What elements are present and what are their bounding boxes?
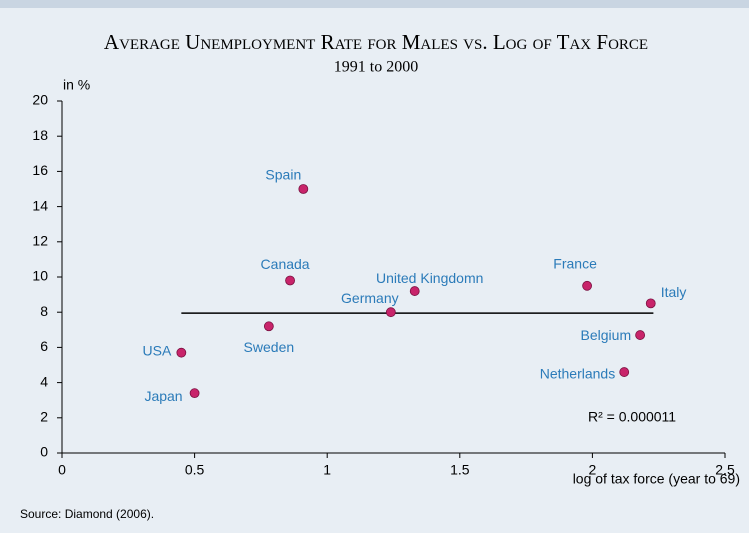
y-axis-label: in % [63,77,90,93]
source: Source: Diamond (2006). [20,507,154,521]
chart-subtitle: 1991 to 2000 [334,59,418,76]
chart-title: Average Unemployment Rate for Males vs. … [104,30,648,54]
annotation: R² = 0.000011 [588,409,676,425]
point [176,347,187,358]
point [582,280,592,291]
y-tick-label: 0 [40,444,48,460]
point [645,298,656,309]
x-tick-label: 0.5 [185,462,205,478]
top-band [0,0,749,8]
point [263,321,274,332]
point [409,286,420,296]
y-tick-label: 10 [32,268,48,284]
point-label: Netherlands [540,366,616,382]
x-tick-label: 2 [589,462,597,478]
point-label: Spain [265,167,301,183]
point-label: Italy [661,284,687,300]
point [635,330,646,340]
point [298,184,309,194]
y-tick-label: 2 [40,409,48,425]
y-tick-label: 20 [32,92,48,108]
x-axis-label: log of tax force (year to 69) [573,471,740,487]
point-label: USA [143,342,172,358]
point [619,367,630,377]
point-label: Sweden [244,339,295,355]
point-label: Canada [261,256,310,272]
y-tick-label: 18 [32,127,48,143]
x-tick-label: 0 [58,462,66,478]
y-tick-label: 12 [32,233,48,249]
point-label: France [553,256,597,272]
point-label: Belgium [581,327,632,343]
y-tick-label: 16 [32,162,48,178]
point [385,307,396,318]
point-label: Japan [144,388,182,404]
point-label: United Kingdomn [376,270,483,286]
point [189,388,200,399]
x-tick-label: 1.5 [450,462,470,478]
y-tick-label: 14 [32,197,48,213]
y-tick-label: 6 [40,338,48,354]
point-label: Germany [341,290,399,306]
point [285,275,295,286]
y-tick-label: 4 [40,373,48,389]
y-tick-label: 8 [40,303,48,319]
x-tick-label: 1 [323,462,331,478]
x-tick-label: 2.5 [715,462,735,478]
